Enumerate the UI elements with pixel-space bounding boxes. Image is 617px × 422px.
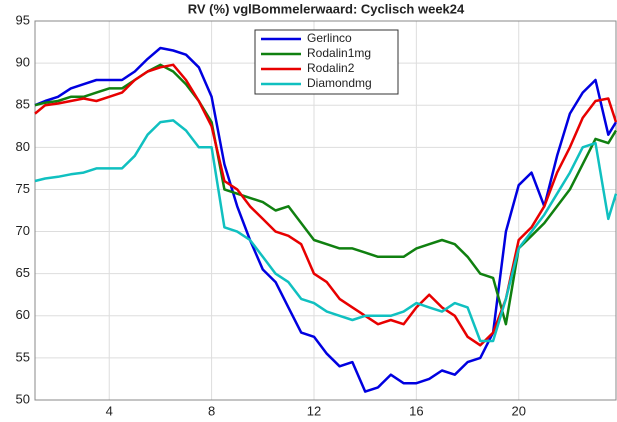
y-tick-label: 75 xyxy=(16,181,30,196)
y-tick-label: 55 xyxy=(16,349,30,364)
y-tick-label: 60 xyxy=(16,307,30,322)
y-tick-label: 90 xyxy=(16,55,30,70)
x-tick-label: 4 xyxy=(106,403,113,418)
legend-label: Gerlinco xyxy=(307,31,352,45)
x-tick-label: 12 xyxy=(307,403,321,418)
y-tick-label: 65 xyxy=(16,265,30,280)
y-tick-label: 70 xyxy=(16,223,30,238)
x-tick-label: 20 xyxy=(512,403,526,418)
series-line xyxy=(34,46,617,393)
legend-label: Rodalin2 xyxy=(307,61,355,75)
plot-frame xyxy=(34,20,617,401)
y-tick-label: 85 xyxy=(16,97,30,112)
x-tick-label: 8 xyxy=(208,403,215,418)
series-line xyxy=(34,119,617,343)
series-line xyxy=(34,63,617,347)
y-tick-label: 80 xyxy=(16,139,30,154)
x-tick-label: 16 xyxy=(409,403,423,418)
legend-label: Rodalin1mg xyxy=(307,46,371,60)
y-tick-label: 95 xyxy=(16,12,30,27)
chart-title: RV (%) vglBommelerwaard: Cyclisch week24 xyxy=(188,1,465,16)
series-line xyxy=(34,63,617,326)
legend-label: Diamondmg xyxy=(307,76,372,90)
y-tick-label: 50 xyxy=(16,391,30,406)
